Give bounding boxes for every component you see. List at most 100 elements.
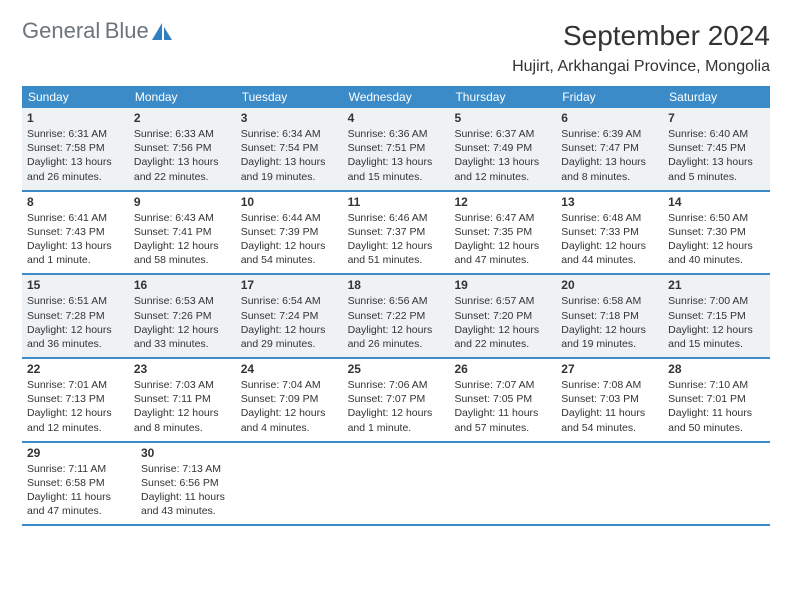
calendar: SundayMondayTuesdayWednesdayThursdayFrid… — [22, 86, 770, 526]
day-cell: 23 Sunrise: 7:03 AMSunset: 7:11 PMDayligh… — [129, 359, 236, 441]
day-cell: 11Sunrise: 6:46 AMSunset: 7:37 PMDayligh… — [343, 192, 450, 274]
empty-cell — [354, 443, 458, 525]
day-cell: 4Sunrise: 6:36 AMSunset: 7:51 PMDaylight… — [343, 108, 450, 190]
day-number: 6 — [561, 111, 658, 125]
day-cell: 26 Sunrise: 7:07 AMSunset: 7:05 PMDayligh… — [449, 359, 556, 441]
day-cell: 8 Sunrise: 6:41 AMSunset: 7:43 PMDaylight… — [22, 192, 129, 274]
day-info: Sunrise: 6:54 AMSunset: 7:24 PMDaylight:… — [241, 294, 338, 351]
day-number: 23 — [134, 362, 231, 376]
weekday-header-row: SundayMondayTuesdayWednesdayThursdayFrid… — [22, 86, 770, 108]
day-info: Sunrise: 6:56 AMSunset: 7:22 PMDaylight:… — [348, 294, 445, 351]
day-info: Sunrise: 7:01 AMSunset: 7:13 PMDaylight:… — [27, 378, 124, 435]
day-cell: 29 Sunrise: 7:11 AMSunset: 6:58 PMDayligh… — [22, 443, 136, 525]
day-info: Sunrise: 6:48 AMSunset: 7:33 PMDaylight:… — [561, 211, 658, 268]
day-cell: 15Sunrise: 6:51 AMSunset: 7:28 PMDayligh… — [22, 275, 129, 357]
day-info: Sunrise: 7:11 AMSunset: 6:58 PMDaylight:… — [27, 462, 131, 519]
day-number: 24 — [241, 362, 338, 376]
day-info: Sunrise: 6:43 AMSunset: 7:41 PMDaylight:… — [134, 211, 231, 268]
day-cell: 12 Sunrise: 6:47 AMSunset: 7:35 PMDayligh… — [449, 192, 556, 274]
day-number: 22 — [27, 362, 124, 376]
day-number: 16 — [134, 278, 231, 292]
day-number: 17 — [241, 278, 338, 292]
weekday-header: Thursday — [449, 86, 556, 108]
day-info: Sunrise: 6:31 AMSunset: 7:58 PMDaylight:… — [27, 127, 124, 184]
weekday-header: Wednesday — [343, 86, 450, 108]
calendar-row: 22 Sunrise: 7:01 AMSunset: 7:13 PMDayligh… — [22, 359, 770, 443]
day-info: Sunrise: 7:06 AMSunset: 7:07 PMDaylight:… — [348, 378, 445, 435]
day-info: Sunrise: 6:58 AMSunset: 7:18 PMDaylight:… — [561, 294, 658, 351]
empty-cell — [562, 443, 666, 525]
logo-text-bottom: Blue — [105, 18, 149, 43]
day-number: 30 — [141, 446, 245, 460]
day-cell: 24 Sunrise: 7:04 AMSunset: 7:09 PMDayligh… — [236, 359, 343, 441]
day-number: 21 — [668, 278, 765, 292]
day-info: Sunrise: 7:08 AMSunset: 7:03 PMDaylight:… — [561, 378, 658, 435]
day-info: Sunrise: 6:34 AMSunset: 7:54 PMDaylight:… — [241, 127, 338, 184]
day-cell: 28 Sunrise: 7:10 AMSunset: 7:01 PMDayligh… — [663, 359, 770, 441]
calendar-row: 15Sunrise: 6:51 AMSunset: 7:28 PMDayligh… — [22, 275, 770, 359]
location: Hujirt, Arkhangai Province, Mongolia — [512, 58, 770, 76]
day-info: Sunrise: 6:57 AMSunset: 7:20 PMDaylight:… — [454, 294, 551, 351]
day-cell: 27 Sunrise: 7:08 AMSunset: 7:03 PMDayligh… — [556, 359, 663, 441]
day-number: 8 — [27, 195, 124, 209]
day-number: 18 — [348, 278, 445, 292]
empty-cell — [250, 443, 354, 525]
day-info: Sunrise: 6:47 AMSunset: 7:35 PMDaylight:… — [454, 211, 551, 268]
day-number: 13 — [561, 195, 658, 209]
day-number: 12 — [454, 195, 551, 209]
weekday-header: Friday — [556, 86, 663, 108]
day-info: Sunrise: 7:10 AMSunset: 7:01 PMDaylight:… — [668, 378, 765, 435]
day-info: Sunrise: 6:51 AMSunset: 7:28 PMDaylight:… — [27, 294, 124, 351]
day-number: 2 — [134, 111, 231, 125]
day-number: 1 — [27, 111, 124, 125]
day-cell: 13 Sunrise: 6:48 AMSunset: 7:33 PMDayligh… — [556, 192, 663, 274]
day-number: 3 — [241, 111, 338, 125]
weekday-header: Saturday — [663, 86, 770, 108]
logo: General Blue — [22, 20, 174, 42]
calendar-row: 1 Sunrise: 6:31 AMSunset: 7:58 PMDaylight… — [22, 108, 770, 192]
empty-cell — [458, 443, 562, 525]
day-number: 14 — [668, 195, 765, 209]
day-cell: 7 Sunrise: 6:40 AMSunset: 7:45 PMDaylight… — [663, 108, 770, 190]
day-info: Sunrise: 7:03 AMSunset: 7:11 PMDaylight:… — [134, 378, 231, 435]
day-cell: 21 Sunrise: 7:00 AMSunset: 7:15 PMDayligh… — [663, 275, 770, 357]
day-number: 27 — [561, 362, 658, 376]
day-cell: 6Sunrise: 6:39 AMSunset: 7:47 PMDaylight… — [556, 108, 663, 190]
day-cell: 17 Sunrise: 6:54 AMSunset: 7:24 PMDayligh… — [236, 275, 343, 357]
calendar-row: 8 Sunrise: 6:41 AMSunset: 7:43 PMDaylight… — [22, 192, 770, 276]
day-cell: 3 Sunrise: 6:34 AMSunset: 7:54 PMDaylight… — [236, 108, 343, 190]
empty-cell — [666, 443, 770, 525]
day-cell: 20 Sunrise: 6:58 AMSunset: 7:18 PMDayligh… — [556, 275, 663, 357]
calendar-row: 29 Sunrise: 7:11 AMSunset: 6:58 PMDayligh… — [22, 443, 770, 527]
day-number: 29 — [27, 446, 131, 460]
calendar-grid: 1 Sunrise: 6:31 AMSunset: 7:58 PMDaylight… — [22, 108, 770, 526]
day-info: Sunrise: 6:41 AMSunset: 7:43 PMDaylight:… — [27, 211, 124, 268]
day-number: 19 — [454, 278, 551, 292]
day-number: 7 — [668, 111, 765, 125]
day-info: Sunrise: 6:46 AMSunset: 7:37 PMDaylight:… — [348, 211, 445, 268]
day-cell: 5Sunrise: 6:37 AMSunset: 7:49 PMDaylight… — [449, 108, 556, 190]
day-number: 4 — [348, 111, 445, 125]
day-cell: 30 Sunrise: 7:13 AMSunset: 6:56 PMDayligh… — [136, 443, 250, 525]
day-info: Sunrise: 7:04 AMSunset: 7:09 PMDaylight:… — [241, 378, 338, 435]
day-number: 26 — [454, 362, 551, 376]
day-number: 25 — [348, 362, 445, 376]
logo-sail-icon — [152, 23, 174, 41]
day-info: Sunrise: 7:07 AMSunset: 7:05 PMDaylight:… — [454, 378, 551, 435]
day-info: Sunrise: 7:00 AMSunset: 7:15 PMDaylight:… — [668, 294, 765, 351]
weekday-header: Monday — [129, 86, 236, 108]
day-info: Sunrise: 6:33 AMSunset: 7:56 PMDaylight:… — [134, 127, 231, 184]
day-number: 5 — [454, 111, 551, 125]
day-number: 9 — [134, 195, 231, 209]
day-info: Sunrise: 6:44 AMSunset: 7:39 PMDaylight:… — [241, 211, 338, 268]
day-info: Sunrise: 6:40 AMSunset: 7:45 PMDaylight:… — [668, 127, 765, 184]
day-number: 28 — [668, 362, 765, 376]
day-cell: 14Sunrise: 6:50 AMSunset: 7:30 PMDayligh… — [663, 192, 770, 274]
day-number: 20 — [561, 278, 658, 292]
day-cell: 2 Sunrise: 6:33 AMSunset: 7:56 PMDaylight… — [129, 108, 236, 190]
day-info: Sunrise: 7:13 AMSunset: 6:56 PMDaylight:… — [141, 462, 245, 519]
day-cell: 25 Sunrise: 7:06 AMSunset: 7:07 PMDayligh… — [343, 359, 450, 441]
day-cell: 18 Sunrise: 6:56 AMSunset: 7:22 PMDayligh… — [343, 275, 450, 357]
page-header: General Blue September 2024 Hujirt, Arkh… — [22, 20, 770, 76]
day-info: Sunrise: 6:53 AMSunset: 7:26 PMDaylight:… — [134, 294, 231, 351]
